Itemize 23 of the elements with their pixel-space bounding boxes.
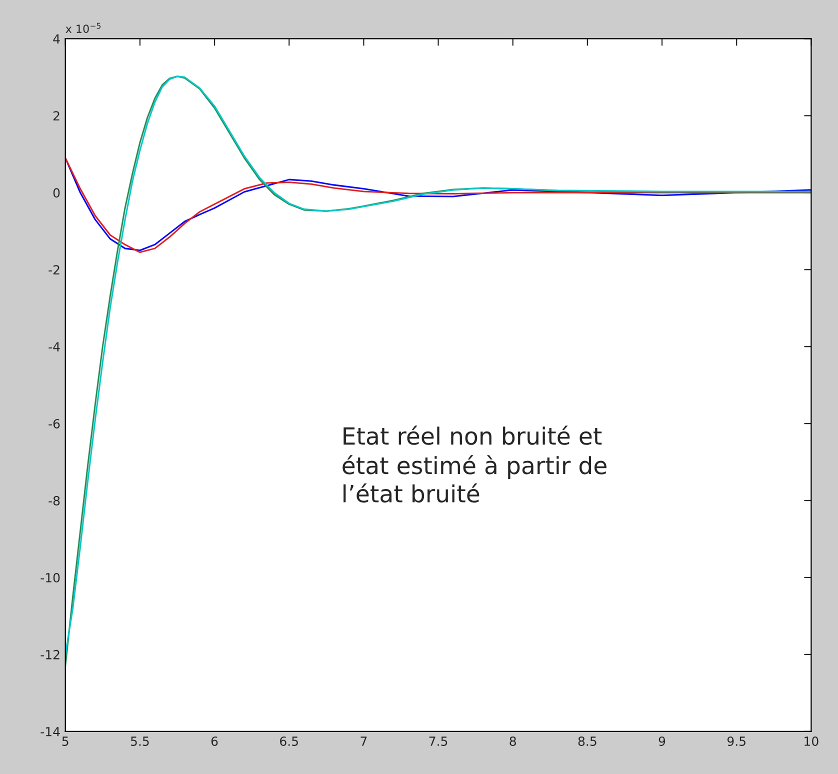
y-tick-label: -2 — [48, 265, 60, 274]
x-tick-label: 6.5 — [280, 736, 298, 746]
x-tick-label: 7 — [360, 736, 367, 746]
x-tick-label: 5 — [62, 736, 68, 746]
y-tick-label: 2 — [53, 111, 60, 120]
text: x 10$^{−5}$ — [66, 22, 100, 34]
annotation: Etat réel non bruité et état estimé à partir de l’état bruité — [342, 426, 606, 503]
y-tick-label: -10 — [40, 572, 60, 582]
x-tick-label: 10 — [804, 736, 818, 746]
x-tick-label: 7.5 — [429, 736, 448, 746]
y-tick-label: -6 — [48, 419, 60, 428]
x-tick-label: 8.5 — [578, 736, 596, 746]
y-tick-label: -12 — [40, 650, 60, 660]
x-tick-label: 9 — [658, 736, 666, 746]
y-tick-label: -8 — [48, 496, 60, 506]
y-tick-label: 0 — [53, 188, 60, 198]
y-tick-label: -14 — [40, 727, 60, 736]
x-tick-label: 9.5 — [727, 736, 746, 746]
x-tick-label: 8 — [510, 736, 516, 746]
y-tick-label: 4 — [53, 34, 60, 44]
x-tick-label: 6 — [211, 736, 218, 746]
y-tick-label: -4 — [48, 342, 60, 352]
x-tick-label: 5.5 — [130, 736, 149, 746]
